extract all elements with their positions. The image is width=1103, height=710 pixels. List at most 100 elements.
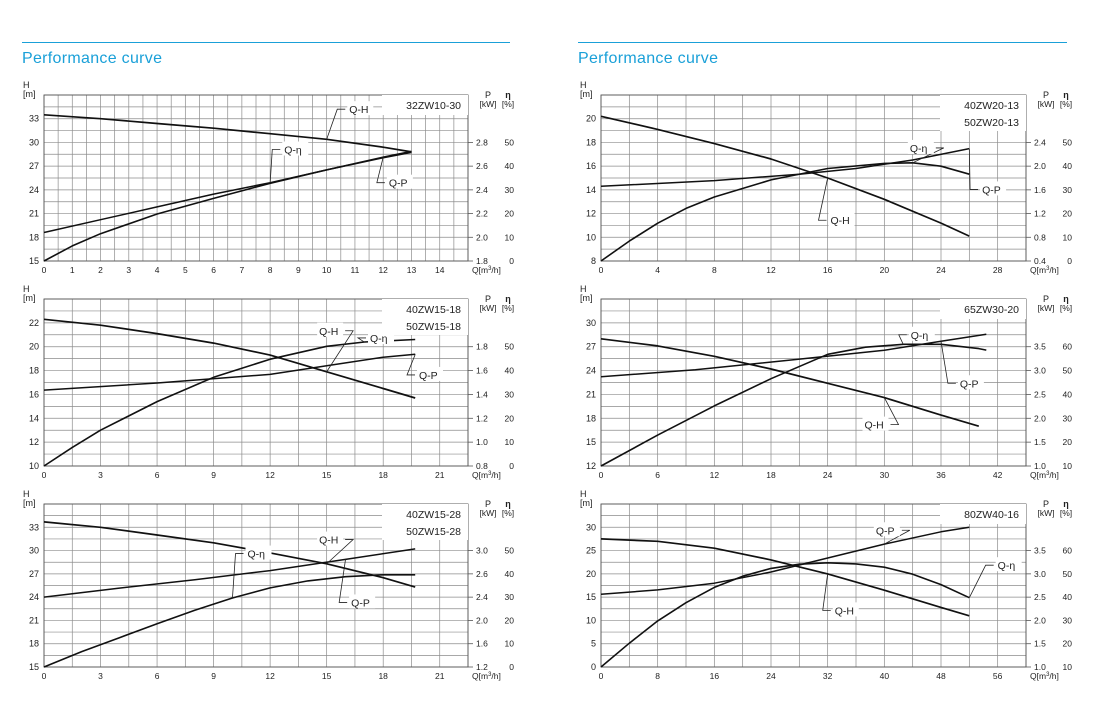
plot-frame bbox=[600, 298, 1027, 467]
y-right-p-label: P bbox=[1043, 499, 1049, 509]
p-tick-label: 1.0 bbox=[1034, 662, 1046, 672]
eta-tick-label: 30 bbox=[505, 592, 515, 602]
eta-tick-label: 30 bbox=[1063, 185, 1073, 195]
h-tick-label: 18 bbox=[586, 413, 596, 423]
p-tick-label: 2.0 bbox=[1034, 615, 1046, 625]
y-right-eta-unit: [%] bbox=[1060, 303, 1072, 313]
h-tick-label: 16 bbox=[586, 161, 596, 171]
eta-tick-label: 50 bbox=[505, 342, 515, 352]
x-tick-label: 1 bbox=[70, 265, 75, 275]
annotation-bg bbox=[317, 322, 344, 337]
p-tick-label: 3.0 bbox=[1034, 366, 1046, 376]
annotation-label: Q-P bbox=[876, 525, 895, 537]
annotation-bg bbox=[957, 375, 984, 390]
annotation-leader bbox=[232, 553, 244, 599]
y-left-unit: [m] bbox=[580, 89, 593, 99]
x-tick-label: 18 bbox=[766, 470, 776, 480]
p-tick-label: 1.5 bbox=[1034, 437, 1046, 447]
annotation-leader bbox=[940, 341, 956, 384]
x-tick-label: 13 bbox=[407, 265, 417, 275]
model-label: 40ZW15-18 bbox=[406, 304, 461, 316]
eta-tick-label: 10 bbox=[1063, 461, 1073, 471]
p-tick-label: 1.6 bbox=[1034, 185, 1046, 195]
model-label: 50ZW20-13 bbox=[964, 117, 1019, 129]
y-right-p-label: P bbox=[485, 90, 491, 100]
x-tick-label: 7 bbox=[239, 265, 244, 275]
annotation-bg bbox=[980, 181, 1007, 196]
x-unit-label: Q[m3/h] bbox=[1030, 671, 1059, 681]
x-tick-label: 0 bbox=[599, 470, 604, 480]
model-label: 32ZW10-30 bbox=[406, 100, 461, 112]
chart-4: H[m] 12 15 18 21 24 27 30 0 6 12 18 24 30 36 42 Q[m3/h] P… bbox=[580, 284, 1072, 480]
annotation-leader bbox=[898, 334, 907, 345]
x-tick-label: 15 bbox=[322, 671, 332, 681]
annotation-label: Q-H bbox=[319, 535, 338, 547]
p-tick-label: 2.8 bbox=[476, 137, 488, 147]
p-tick-label: 1.4 bbox=[476, 389, 488, 399]
plot-frame bbox=[43, 94, 469, 262]
x-tick-label: 30 bbox=[880, 470, 890, 480]
model-label-bg bbox=[382, 299, 468, 335]
eta-tick-label: 10 bbox=[1063, 232, 1073, 242]
x-tick-label: 0 bbox=[42, 265, 47, 275]
y-right-p-label: P bbox=[1043, 294, 1049, 304]
x-tick-label: 21 bbox=[435, 671, 445, 681]
h-tick-label: 20 bbox=[29, 342, 39, 352]
x-tick-label: 6 bbox=[155, 671, 160, 681]
h-tick-label: 24 bbox=[29, 592, 39, 602]
annotation-bg bbox=[245, 545, 272, 560]
eta-tick-label: 60 bbox=[1063, 342, 1073, 352]
h-tick-label: 30 bbox=[586, 522, 596, 532]
p-tick-label: 3.5 bbox=[1034, 546, 1046, 556]
p-tick-label: 1.6 bbox=[476, 366, 488, 376]
model-label: 65ZW30-20 bbox=[964, 304, 1019, 316]
annotation-bg bbox=[995, 557, 1022, 572]
model-label-bg bbox=[382, 95, 468, 115]
annotation-leader bbox=[356, 337, 367, 343]
h-tick-label: 27 bbox=[586, 342, 596, 352]
y-right-eta-label: η bbox=[1063, 90, 1069, 100]
y-left-label: H bbox=[23, 489, 30, 499]
p-tick-label: 1.2 bbox=[1034, 209, 1046, 219]
x-tick-label: 9 bbox=[211, 671, 216, 681]
eta-tick-label: 40 bbox=[505, 366, 515, 376]
x-tick-label: 56 bbox=[993, 671, 1003, 681]
x-tick-label: 6 bbox=[211, 265, 216, 275]
x-tick-label: 36 bbox=[936, 470, 946, 480]
y-right-eta-unit: [%] bbox=[502, 99, 514, 109]
h-tick-label: 22 bbox=[29, 318, 39, 328]
curve-qh bbox=[43, 521, 416, 588]
x-tick-label: 14 bbox=[435, 265, 445, 275]
y-left-unit: [m] bbox=[23, 498, 36, 508]
x-tick-label: 6 bbox=[155, 470, 160, 480]
model-label-bg bbox=[940, 299, 1026, 319]
annotation-bg bbox=[417, 366, 444, 381]
curve-q-eta bbox=[600, 561, 970, 668]
h-tick-label: 15 bbox=[586, 437, 596, 447]
eta-tick-label: 50 bbox=[1063, 366, 1073, 376]
x-tick-label: 3 bbox=[98, 470, 103, 480]
h-tick-label: 24 bbox=[29, 185, 39, 195]
curve-qh bbox=[43, 113, 412, 153]
h-tick-label: 24 bbox=[586, 366, 596, 376]
annotation-leader bbox=[376, 157, 385, 184]
annotation-leader bbox=[326, 108, 346, 140]
y-left-unit: [m] bbox=[23, 293, 36, 303]
annotation-label: Q-η bbox=[248, 549, 266, 561]
x-tick-label: 24 bbox=[823, 470, 833, 480]
curve-q-eta bbox=[43, 338, 416, 467]
x-unit-label: Q[m3/h] bbox=[472, 265, 501, 275]
h-tick-label: 30 bbox=[29, 137, 39, 147]
eta-tick-label: 20 bbox=[1063, 209, 1073, 219]
x-tick-label: 24 bbox=[766, 671, 776, 681]
annotation-label: Q-P bbox=[982, 184, 1001, 196]
model-label: 50ZW15-28 bbox=[406, 526, 461, 538]
annotation-bg bbox=[832, 602, 859, 617]
h-tick-label: 12 bbox=[29, 437, 39, 447]
h-tick-label: 16 bbox=[29, 389, 39, 399]
p-tick-label: 2.5 bbox=[1034, 592, 1046, 602]
annotation-bg bbox=[862, 416, 889, 431]
y-right-p-unit: [kW] bbox=[1038, 99, 1055, 109]
eta-tick-label: 20 bbox=[505, 615, 515, 625]
